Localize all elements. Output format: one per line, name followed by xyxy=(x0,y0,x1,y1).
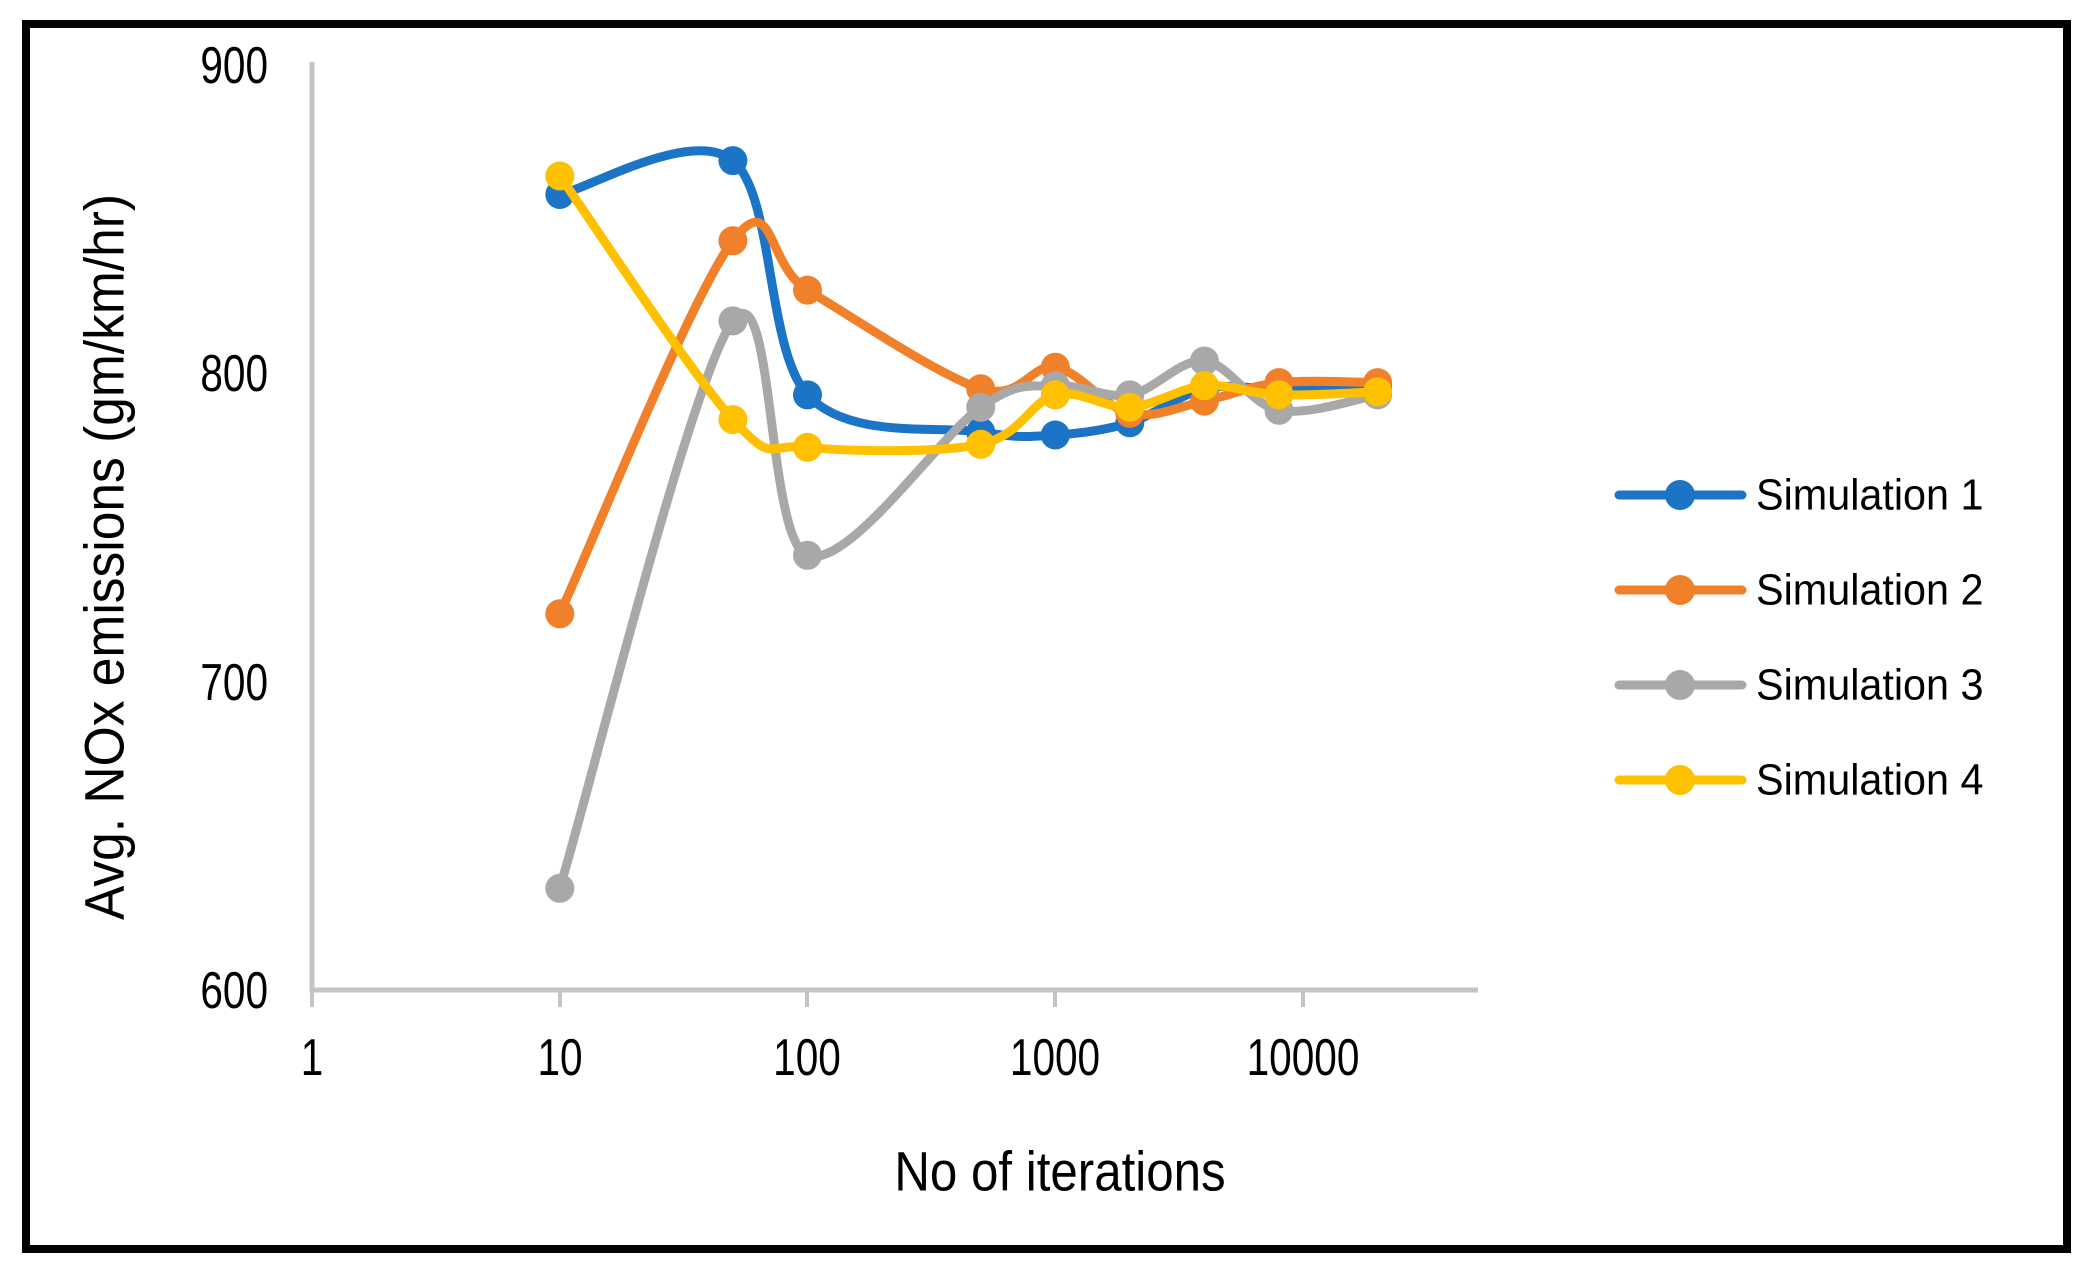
x-tick-10000: 10000 xyxy=(1247,1028,1360,1086)
y-tick-800: 800 xyxy=(200,344,268,402)
series-4-marker-500 xyxy=(966,429,996,459)
series-4-marker-50 xyxy=(718,405,748,435)
series-4-marker-4000 xyxy=(1189,371,1219,401)
series-3-marker-4000 xyxy=(1189,346,1219,376)
series-3-marker-100 xyxy=(793,540,822,570)
series-1-marker-1000 xyxy=(1040,420,1070,450)
x-axis: 1 10 100 1000 10000 No of iterations xyxy=(301,987,1478,1204)
series-4-marker-8000 xyxy=(1264,380,1294,410)
legend-marker-simulation-3 xyxy=(1665,670,1695,700)
y-tick-labels: 900 800 700 600 xyxy=(200,36,268,1019)
legend-item-simulation-1: Simulation 1 xyxy=(1614,470,1984,520)
x-tick-10: 10 xyxy=(537,1028,582,1086)
series-4-marker-2000 xyxy=(1115,392,1145,422)
series-3-marker-500 xyxy=(966,392,996,422)
series-1-marker-100 xyxy=(793,380,822,410)
x-tick-1000: 1000 xyxy=(1010,1028,1100,1086)
legend-label-simulation-4: Simulation 4 xyxy=(1756,755,1984,804)
series-4-marker-10 xyxy=(545,161,575,191)
series-1-marker-50 xyxy=(718,146,748,176)
plot-series-layer xyxy=(545,146,1393,903)
series-2-marker-10 xyxy=(545,599,575,629)
legend-label-simulation-3: Simulation 3 xyxy=(1756,660,1984,709)
y-tick-600: 600 xyxy=(200,961,268,1019)
y-tick-900: 900 xyxy=(200,36,268,94)
series-2-marker-100 xyxy=(793,275,822,305)
legend-marker-simulation-4 xyxy=(1665,765,1695,795)
legend-marker-simulation-1 xyxy=(1665,480,1695,510)
legend: Simulation 1 Simulation 2 Simulation 3 S… xyxy=(1614,470,1984,805)
series-4-marker-20000 xyxy=(1363,377,1393,407)
legend-item-simulation-2: Simulation 2 xyxy=(1614,565,1984,615)
legend-item-simulation-3: Simulation 3 xyxy=(1614,660,1984,710)
legend-label-simulation-2: Simulation 2 xyxy=(1756,565,1984,614)
legend-item-simulation-4: Simulation 4 xyxy=(1614,755,1984,805)
series-3-marker-10 xyxy=(545,873,575,903)
x-axis-title: No of iterations xyxy=(894,1141,1225,1204)
series-2-marker-50 xyxy=(718,226,748,256)
series-4-marker-1000 xyxy=(1040,380,1070,410)
y-tick-700: 700 xyxy=(200,653,268,711)
y-axis: 900 800 700 600 Avg. NOx emissions (gm/k… xyxy=(74,36,315,1019)
legend-marker-simulation-2 xyxy=(1665,575,1695,605)
chart-frame xyxy=(22,20,2071,1253)
x-tick-labels: 1 10 100 1000 10000 xyxy=(301,1028,1360,1086)
series-3-marker-50 xyxy=(718,306,748,336)
x-tick-1: 1 xyxy=(301,1028,324,1086)
x-axis-ticks xyxy=(310,990,1305,1007)
legend-label-simulation-1: Simulation 1 xyxy=(1756,470,1984,519)
y-axis-title: Avg. NOx emissions (gm/km/hr) xyxy=(74,194,136,920)
series-4-marker-100 xyxy=(793,432,822,462)
x-tick-100: 100 xyxy=(773,1028,841,1086)
